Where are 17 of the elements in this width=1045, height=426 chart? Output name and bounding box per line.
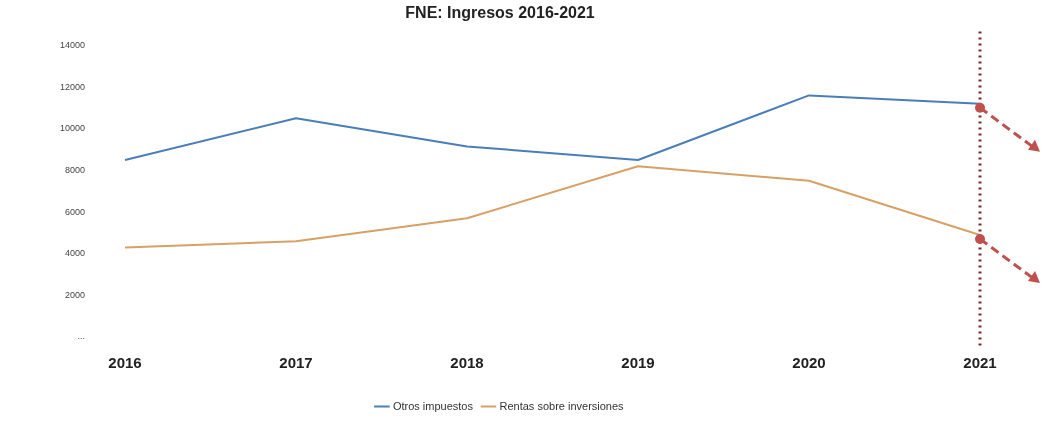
- legend-label: Otros impuestos: [392, 399, 474, 412]
- y-tick-label: ...: [77, 331, 86, 342]
- x-tick-label: 2021: [963, 354, 997, 372]
- y-tick-label: 12000: [60, 81, 86, 92]
- y-tick-label: 10000: [60, 123, 86, 134]
- y-tick-label: 6000: [65, 206, 86, 217]
- x-tick-label: 2018: [450, 354, 484, 372]
- x-tick-label: 2016: [108, 354, 142, 372]
- y-tick-label: 4000: [65, 248, 86, 259]
- chart-title: FNE: Ingresos 2016-2021: [405, 4, 595, 22]
- x-tick-label: 2020: [792, 354, 826, 372]
- x-tick-label: 2019: [621, 354, 655, 372]
- legend-label: Rentas sobre inversiones: [499, 399, 625, 412]
- y-tick-label: 2000: [65, 289, 86, 300]
- y-tick-label: 8000: [65, 164, 86, 175]
- y-tick-label: 14000: [60, 39, 86, 50]
- x-tick-label: 2017: [279, 354, 313, 372]
